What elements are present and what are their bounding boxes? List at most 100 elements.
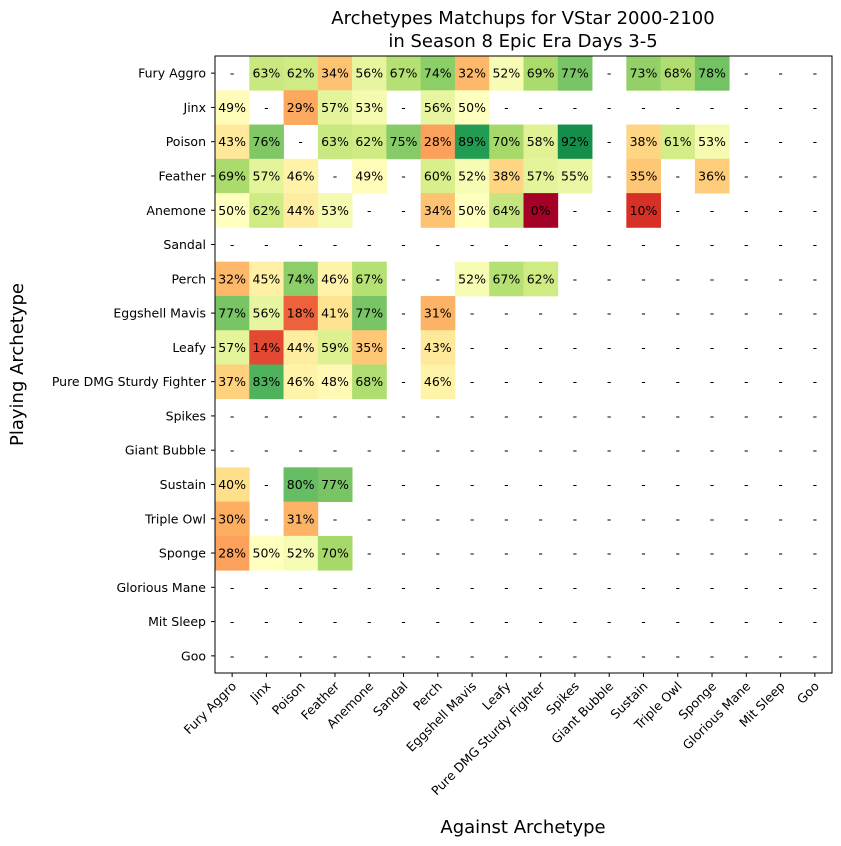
cell-missing-label: - — [401, 648, 406, 663]
cell-value-label: 68% — [664, 66, 692, 81]
cell-missing-label: - — [470, 546, 475, 561]
cell-value-label: 57% — [218, 340, 246, 355]
cell-value-label: 56% — [253, 306, 281, 321]
heatmap-cell — [249, 330, 284, 365]
cell-missing-label: - — [778, 477, 783, 492]
cell-missing-label: - — [401, 306, 406, 321]
cell-missing-label: - — [744, 168, 749, 183]
y-tick-label: Giant Bubble — [125, 443, 206, 458]
cell-missing-label: - — [813, 271, 818, 286]
heatmap-cell — [249, 295, 284, 331]
cell-missing-label: - — [607, 100, 612, 115]
cell-missing-label: - — [538, 580, 543, 595]
heatmap-cell — [660, 124, 696, 160]
cell-missing-label: - — [538, 443, 543, 458]
cell-value-label: 52% — [458, 271, 486, 286]
cell-missing-label: - — [778, 374, 783, 389]
heatmap-cell-labels: - 63% 62% 34% 56% 67% 74% 32% 52% 69% 77% - 73% 68% 78… — [218, 66, 817, 664]
cell-value-label: 52% — [287, 546, 315, 561]
cell-missing-label: - — [744, 203, 749, 218]
y-tick-label: Goo — [181, 648, 206, 663]
cell-value-label: 68% — [355, 374, 383, 389]
cell-missing-label: - — [813, 648, 818, 663]
cell-missing-label: - — [504, 408, 509, 423]
x-tick-label: Fury Aggro — [181, 679, 240, 738]
cell-missing-label: - — [744, 66, 749, 81]
cell-missing-label: - — [298, 648, 303, 663]
cell-missing-label: - — [401, 546, 406, 561]
cell-missing-label: - — [675, 648, 680, 663]
cell-missing-label: - — [401, 271, 406, 286]
cell-missing-label: - — [744, 100, 749, 115]
heatmap-cell — [215, 330, 250, 365]
cell-missing-label: - — [744, 134, 749, 149]
heatmap-cell — [557, 56, 593, 91]
heatmap-cell — [352, 124, 387, 160]
cell-missing-label: - — [778, 648, 783, 663]
heatmap-cell — [317, 364, 353, 400]
cell-missing-label: - — [504, 477, 509, 492]
cell-missing-label: - — [607, 443, 612, 458]
cell-missing-label: - — [813, 477, 818, 492]
cell-missing-label: - — [470, 443, 475, 458]
cell-missing-label: - — [675, 614, 680, 629]
cell-missing-label: - — [607, 614, 612, 629]
cell-missing-label: - — [367, 408, 372, 423]
cell-missing-label: - — [436, 614, 441, 629]
cell-value-label: 89% — [458, 134, 486, 149]
y-tick-label: Eggshell Mavis — [113, 306, 206, 321]
cell-missing-label: - — [573, 408, 578, 423]
y-tick-label: Feather — [158, 168, 206, 183]
heatmap-cell — [283, 193, 319, 228]
cell-value-label: 36% — [698, 168, 726, 183]
heatmap-cell — [454, 193, 490, 228]
cell-missing-label: - — [401, 168, 406, 183]
cell-missing-label: - — [573, 237, 578, 252]
cell-missing-label: - — [607, 580, 612, 595]
cell-missing-label: - — [710, 340, 715, 355]
cell-value-label: 44% — [287, 203, 315, 218]
heatmap-cell — [215, 501, 250, 537]
cell-missing-label: - — [436, 546, 441, 561]
cell-value-label: 67% — [492, 271, 520, 286]
cell-missing-label: - — [641, 648, 646, 663]
cell-value-label: 28% — [218, 546, 246, 561]
cell-missing-label: - — [675, 374, 680, 389]
cell-missing-label: - — [710, 306, 715, 321]
cell-missing-label: - — [573, 340, 578, 355]
cell-missing-label: - — [744, 374, 749, 389]
cell-missing-label: - — [744, 580, 749, 595]
cell-value-label: 76% — [253, 134, 281, 149]
cell-missing-label: - — [675, 340, 680, 355]
cell-missing-label: - — [230, 648, 235, 663]
cell-missing-label: - — [675, 271, 680, 286]
cell-missing-label: - — [710, 408, 715, 423]
heatmap-cell — [317, 467, 353, 503]
cell-missing-label: - — [333, 443, 338, 458]
x-tick-label: Jinx — [246, 679, 273, 706]
cell-value-label: 57% — [527, 168, 555, 183]
heatmap-cell — [694, 56, 730, 91]
cell-missing-label: - — [367, 511, 372, 526]
cell-missing-label: - — [573, 374, 578, 389]
cell-missing-label: - — [298, 443, 303, 458]
cell-missing-label: - — [675, 203, 680, 218]
cell-value-label: 63% — [253, 66, 281, 81]
cell-missing-label: - — [504, 374, 509, 389]
cell-missing-label: - — [401, 614, 406, 629]
cell-missing-label: - — [367, 648, 372, 663]
cell-missing-label: - — [744, 443, 749, 458]
cell-missing-label: - — [744, 237, 749, 252]
cell-missing-label: - — [710, 203, 715, 218]
heatmap-cell — [523, 193, 559, 228]
cell-missing-label: - — [367, 203, 372, 218]
heatmap-cell — [215, 193, 250, 228]
cell-missing-label: - — [264, 237, 269, 252]
cell-missing-label: - — [333, 648, 338, 663]
cell-value-label: 70% — [321, 546, 349, 561]
heatmap-cell — [489, 158, 524, 194]
cell-missing-label: - — [436, 648, 441, 663]
cell-missing-label: - — [230, 614, 235, 629]
cell-missing-label: - — [641, 443, 646, 458]
heatmap-cell — [317, 330, 353, 365]
